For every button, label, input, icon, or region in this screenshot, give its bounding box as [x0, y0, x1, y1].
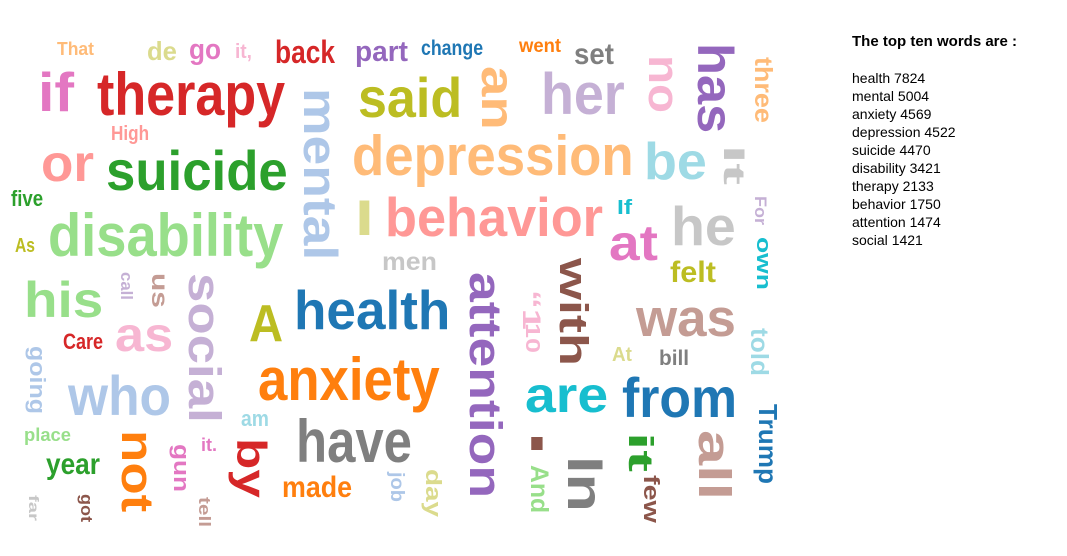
cloud-word: place: [24, 425, 71, 445]
cloud-word: At: [612, 344, 632, 366]
cloud-word: That: [57, 39, 95, 59]
cloud-word: therapy: [97, 61, 286, 128]
cloud-word: behavior: [385, 186, 604, 248]
cloud-word: change: [421, 37, 484, 60]
cloud-word: If: [617, 197, 633, 219]
top-word-row: attention 1474: [852, 214, 941, 230]
cloud-word: if: [38, 61, 75, 123]
cloud-word: job: [386, 472, 407, 503]
top-word-row: depression 4522: [852, 124, 956, 140]
cloud-word: three: [749, 57, 777, 123]
cloud-word: it.: [201, 435, 217, 455]
cloud-word: five: [11, 186, 44, 211]
cloud-word: am: [241, 406, 269, 431]
cloud-word: It: [717, 145, 750, 186]
cloud-word: went: [519, 36, 561, 57]
cloud-word: an: [472, 66, 524, 130]
cloud-word: depression: [352, 124, 634, 188]
cloud-word: social: [179, 273, 230, 423]
top-word-row: behavior 1750: [852, 196, 941, 212]
cloud-word: year: [46, 448, 100, 481]
cloud-word: For: [751, 196, 770, 226]
cloud-word: by: [228, 438, 275, 498]
cloud-word: her: [541, 62, 625, 127]
cloud-word: mental: [294, 88, 347, 261]
cloud-word: call: [117, 272, 136, 300]
cloud-word: it: [621, 432, 659, 473]
cloud-word: no: [639, 55, 688, 114]
cloud-word: going: [25, 346, 50, 415]
word-cloud: That de go it, back part change went set if therap…: [11, 34, 783, 528]
cloud-word: was: [636, 289, 736, 348]
cloud-word: all: [689, 430, 740, 501]
top-word-row: anxiety 4569: [852, 106, 932, 122]
cloud-word: be: [644, 133, 707, 191]
cloud-word: And: [525, 465, 553, 514]
cloud-word: disability: [48, 202, 284, 269]
cloud-word: Trump: [753, 404, 783, 484]
cloud-word: A: [249, 295, 284, 353]
cloud-word: are: [525, 367, 609, 423]
cloud-word: I: [526, 434, 548, 454]
cloud-word: as: [115, 309, 174, 362]
cloud-word: us: [147, 273, 173, 308]
cloud-word: health: [294, 279, 451, 341]
cloud-word: set: [574, 38, 614, 71]
cloud-word: own: [752, 237, 774, 290]
cloud-word: part: [355, 36, 408, 68]
top-word-row: social 1421: [852, 232, 923, 248]
cloud-word: bill: [659, 347, 690, 370]
cloud-word: has: [687, 43, 743, 134]
cloud-word: felt: [670, 256, 716, 289]
cloud-word: few: [639, 475, 664, 523]
cloud-word: with: [551, 258, 595, 366]
cloud-word: gun: [169, 444, 194, 493]
cloud-word: Care: [63, 329, 104, 354]
cloud-word: got: [77, 494, 96, 523]
top-words-panel: The top ten words are : health 7824 ment…: [852, 33, 1052, 249]
cloud-word: tell: [195, 497, 214, 528]
cloud-word: suicide: [106, 139, 288, 202]
top-words-heading: The top ten words are :: [852, 33, 1018, 50]
cloud-word: far: [26, 495, 42, 521]
cloud-word: men: [382, 248, 437, 276]
cloud-word: 10: [521, 323, 543, 354]
cloud-word: back: [275, 34, 335, 70]
cloud-word: from: [622, 366, 738, 429]
cloud-word: he: [671, 195, 736, 257]
cloud-word: said: [358, 66, 463, 129]
cloud-word: his: [24, 272, 104, 328]
top-word-row: suicide 4470: [852, 142, 931, 158]
cloud-word: at: [609, 215, 658, 271]
cloud-word: attention: [460, 272, 511, 499]
top-word-row: therapy 2133: [852, 178, 934, 194]
cloud-word: As: [15, 235, 35, 257]
cloud-word: who: [68, 364, 172, 427]
cloud-word: I: [355, 190, 374, 246]
cloud-word: or: [41, 135, 94, 193]
cloud-word: High: [111, 123, 150, 145]
top-words-list: health 7824 mental 5004 anxiety 4569 dep…: [852, 69, 1052, 249]
cloud-word: day: [421, 469, 446, 518]
cloud-word: not: [112, 430, 163, 513]
cloud-word: In: [557, 456, 613, 512]
cloud-word: it,: [235, 41, 252, 63]
top-word-row: mental 5004: [852, 88, 930, 104]
cloud-word: de: [147, 36, 177, 66]
cloud-word: go: [189, 34, 222, 66]
top-word-row: disability 3421: [852, 160, 941, 176]
top-word-row: health 7824: [852, 70, 926, 86]
cloud-word: anxiety: [258, 346, 440, 413]
cloud-word: have: [296, 408, 412, 475]
cloud-word: made: [282, 471, 353, 504]
cloud-word: told: [745, 328, 773, 377]
